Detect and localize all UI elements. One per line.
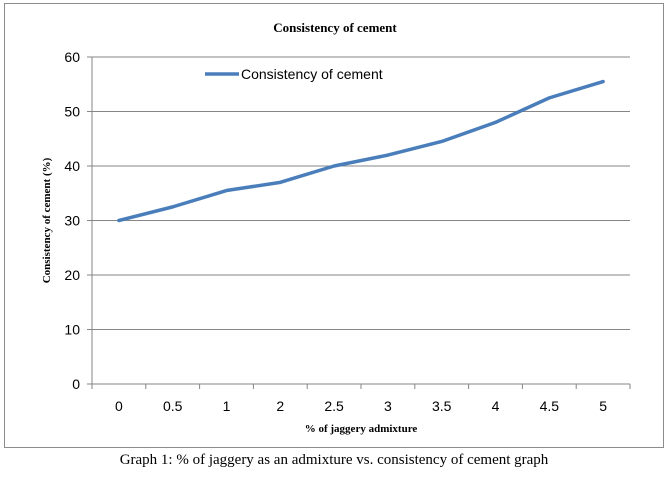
- chart-frame: Consistency of cement 0 10 20 30 40 50 60 0 0.5…: [4, 3, 664, 448]
- x-tick-label: 4.5: [540, 398, 560, 414]
- data-point: [440, 139, 444, 143]
- data-point: [386, 153, 390, 157]
- y-tick-label: 30: [64, 213, 80, 229]
- axes: [91, 57, 631, 389]
- data-point: [117, 219, 121, 222]
- chart-title: Consistency of cement: [273, 20, 397, 35]
- x-tick-label: 4: [492, 398, 500, 414]
- data-point: [332, 164, 336, 168]
- line-chart: Consistency of cement 0 10 20 30 40 50 60 0 0.5…: [41, 20, 631, 435]
- x-tick-label: 2.5: [324, 398, 344, 414]
- plot-series: [117, 79, 605, 223]
- x-tick-label: 3.5: [432, 398, 452, 414]
- x-tick-label: 1: [223, 398, 231, 414]
- data-point: [494, 120, 497, 124]
- y-tick-label: 60: [64, 49, 80, 65]
- y-tick-label: 10: [64, 322, 80, 338]
- y-tick-labels: 0 10 20 30 40 50 60: [64, 49, 80, 392]
- y-tick-label: 0: [72, 376, 80, 392]
- x-tick-label: 5: [599, 398, 607, 414]
- x-tick-label: 2: [276, 398, 284, 414]
- x-tick-label: 0.5: [163, 398, 183, 414]
- y-tick-label: 40: [64, 158, 80, 174]
- data-point: [547, 96, 551, 100]
- data-point: [601, 80, 605, 84]
- x-tick-label: 3: [384, 398, 392, 414]
- legend: Consistency of cement: [205, 66, 383, 82]
- data-point: [171, 205, 175, 209]
- y-axis-title: Consistency of cement (%): [41, 157, 53, 283]
- legend-label: Consistency of cement: [241, 66, 383, 82]
- x-tick-labels: 0 0.5 1 2 2.5 3 3.5 4 4.5 5: [115, 398, 607, 414]
- y-tick-label: 20: [64, 267, 80, 283]
- x-tick-label: 0: [115, 398, 123, 414]
- gridlines: [87, 56, 630, 385]
- data-point: [278, 180, 282, 184]
- series-line: [117, 79, 605, 223]
- x-axis-title: % of jaggery admixture: [305, 423, 418, 435]
- figure-caption: Graph 1: % of jaggery as an admixture vs…: [119, 452, 549, 468]
- y-tick-label: 50: [64, 104, 80, 120]
- data-point: [225, 189, 228, 193]
